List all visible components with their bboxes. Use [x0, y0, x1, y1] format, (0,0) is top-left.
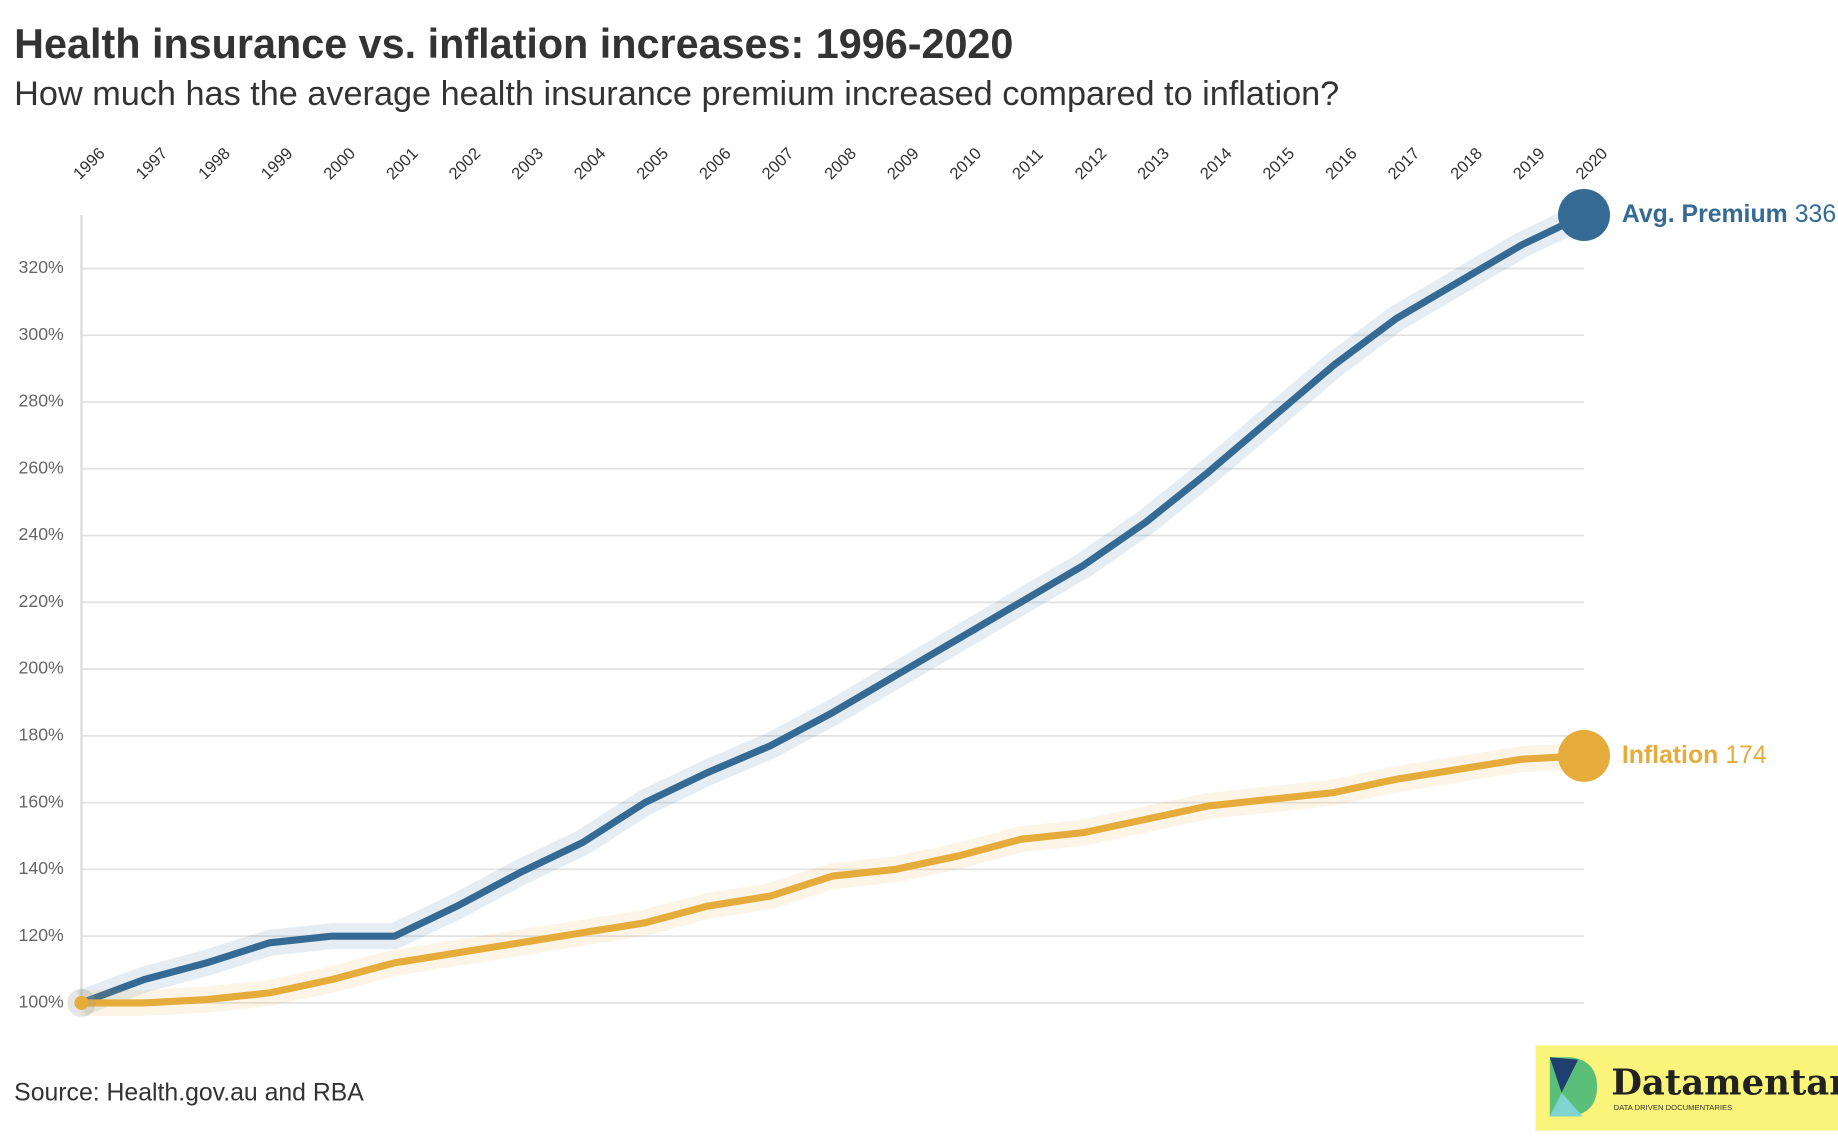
y-tick-label: 320%: [19, 257, 65, 277]
series-label: Avg. Premium 336: [1622, 201, 1836, 228]
x-tick-label: 2019: [1509, 144, 1548, 183]
x-tick-label: 1999: [257, 144, 296, 183]
chart-title: Health insurance vs. inflation increases…: [14, 21, 1013, 67]
x-tick-label: 2001: [382, 144, 421, 183]
logo-tagline: DATA DRIVEN DOCUMENTARIES: [1614, 1103, 1733, 1112]
x-tick-label: 2013: [1134, 144, 1173, 183]
x-tick-label: 2003: [507, 144, 546, 183]
value-label: 336: [1795, 201, 1836, 228]
x-tick-label: 1996: [69, 144, 108, 183]
x-tick-label: 2012: [1071, 144, 1110, 183]
x-tick-label: 2005: [633, 144, 672, 183]
x-tick-label: 2017: [1384, 144, 1423, 183]
value-label: 174: [1725, 741, 1767, 768]
y-tick-label: 220%: [19, 591, 65, 611]
chart-subtitle: How much has the average health insuranc…: [14, 75, 1339, 113]
legend-name: Avg. Premium: [1622, 201, 1788, 228]
y-tick-label: 100%: [19, 992, 65, 1012]
x-tick-label: 2010: [946, 144, 985, 183]
y-tick-label: 200%: [19, 658, 65, 678]
y-tick-label: 160%: [19, 791, 65, 811]
x-tick-label: 1997: [132, 144, 171, 183]
y-tick-label: 260%: [19, 457, 65, 477]
x-tick-label: 1998: [194, 144, 233, 183]
x-tick-label: 2002: [445, 144, 484, 183]
x-tick-label: 2011: [1008, 145, 1047, 184]
source-note: Source: Health.gov.au and RBA: [14, 1079, 364, 1106]
line: [80, 211, 1586, 1007]
y-tick-label: 240%: [19, 524, 65, 544]
end-marker: [1558, 189, 1611, 242]
x-tick-label: 2008: [821, 144, 860, 183]
y-tick-label: 180%: [19, 725, 65, 745]
y-tick-label: 120%: [19, 925, 65, 945]
x-tick-label: 2009: [883, 144, 922, 183]
logo: Datamentary. DATA DRIVEN DOCUMENTARIES: [1535, 1045, 1838, 1131]
logo-icon: [1549, 1092, 1583, 1117]
start-marker: [74, 995, 89, 1011]
end-marker: [1558, 729, 1611, 782]
legend-name: Inflation: [1622, 741, 1718, 768]
y-tick-label: 280%: [19, 391, 65, 411]
line: [81, 752, 1585, 1007]
y-tick-label: 300%: [19, 324, 65, 344]
series-label: Inflation 174: [1622, 741, 1767, 768]
logo-name: Datamentary.: [1611, 1063, 1838, 1104]
x-tick-label: 2014: [1196, 144, 1235, 183]
x-tick-label: 2006: [695, 144, 734, 183]
x-tick-label: 2020: [1572, 144, 1611, 183]
logo-icon: [1549, 1057, 1579, 1093]
y-tick-label: 140%: [19, 858, 65, 878]
x-tick-label: 2007: [758, 144, 797, 183]
x-tick-label: 2016: [1321, 144, 1360, 183]
x-tick-label: 2000: [320, 144, 359, 183]
x-tick-label: 2004: [570, 144, 609, 183]
x-tick-label: 2018: [1447, 144, 1486, 183]
x-tick-label: 2015: [1259, 144, 1298, 183]
